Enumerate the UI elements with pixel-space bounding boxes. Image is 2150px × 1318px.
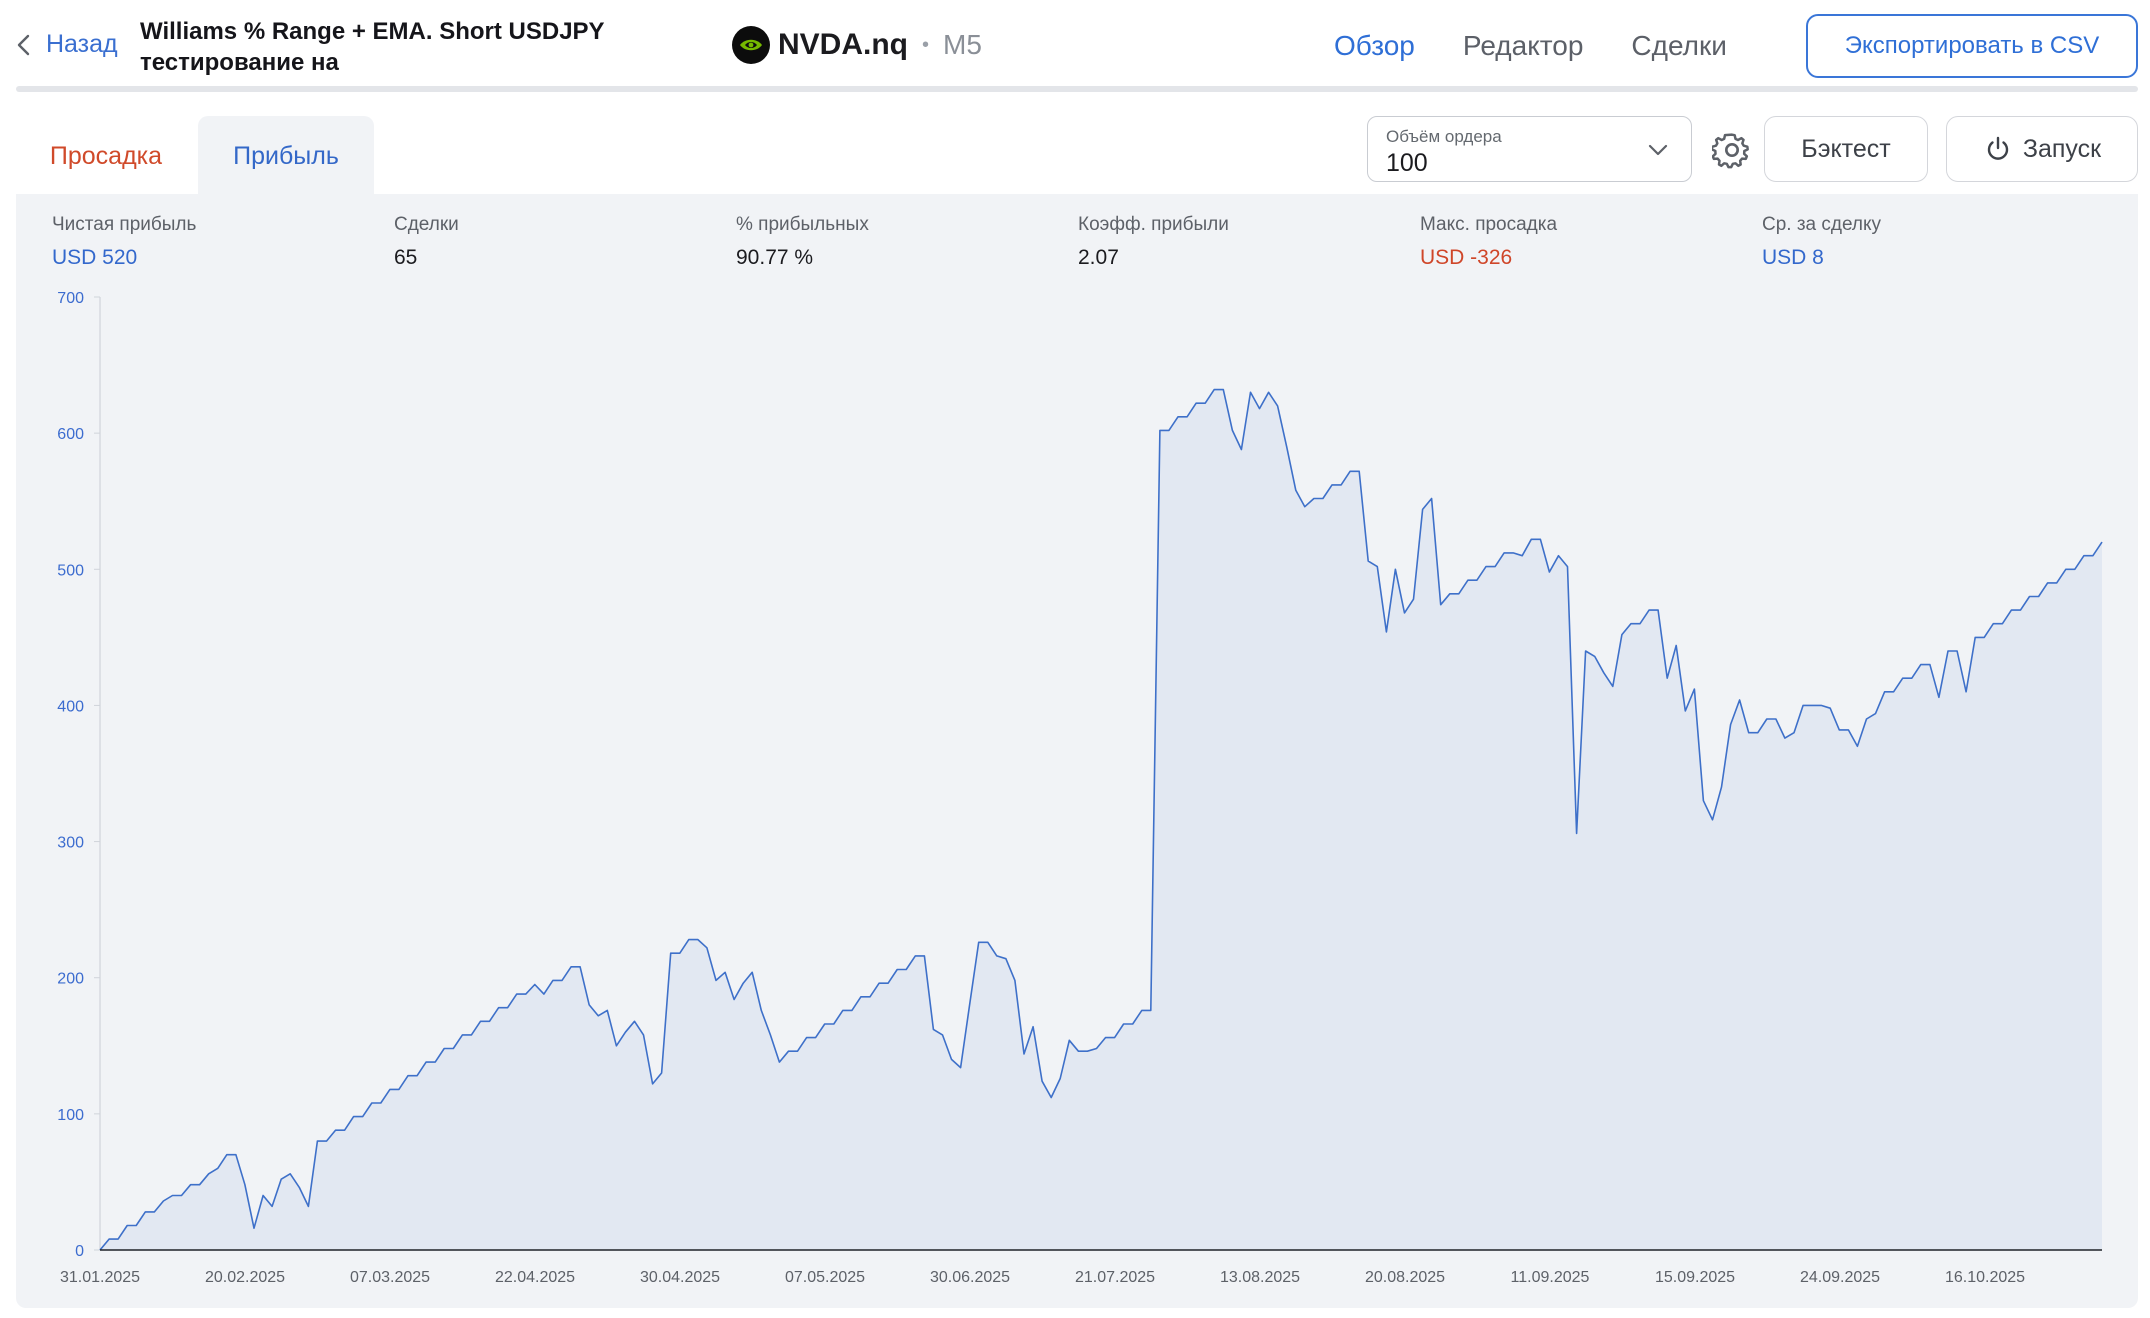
strategy-title: Williams % Range + EMA. Short USDJPY тес… xyxy=(140,18,605,76)
stat-label: Сделки xyxy=(394,214,459,235)
order-volume-label: Объём ордера xyxy=(1386,127,1502,146)
stat-profit-factor: Коэфф. прибыли 2.07 xyxy=(1078,214,1229,270)
profit-line xyxy=(99,388,2103,1251)
order-volume-value: 100 xyxy=(1386,149,1428,177)
x-tick-label: 20.02.2025 xyxy=(205,1269,285,1286)
stat-value: 90.77 % xyxy=(736,246,814,269)
stat-win-rate: % прибыльных 90.77 % xyxy=(736,214,869,270)
instrument-badge: NVDA.nq • M5 xyxy=(732,26,982,64)
stat-label: Макс. просадка xyxy=(1420,214,1558,235)
y-tick-label: 100 xyxy=(57,1107,84,1124)
back-button[interactable]: Назад xyxy=(14,30,118,59)
stat-value: USD -326 xyxy=(1420,246,1513,269)
backtest-button[interactable]: Бэктест xyxy=(1764,116,1928,182)
gear-icon[interactable] xyxy=(1712,130,1752,170)
x-tick-label: 21.07.2025 xyxy=(1075,1269,1155,1286)
x-tick-label: 30.04.2025 xyxy=(640,1269,720,1286)
tab-editor[interactable]: Редактор xyxy=(1462,30,1584,61)
stat-value: USD 8 xyxy=(1762,246,1824,269)
x-tick-label: 22.04.2025 xyxy=(495,1269,575,1286)
stat-value: 2.07 xyxy=(1078,246,1119,269)
nvidia-logo-icon xyxy=(732,26,770,64)
run-button[interactable]: Запуск xyxy=(1946,116,2138,182)
x-tick-label: 13.08.2025 xyxy=(1220,1269,1300,1286)
power-icon xyxy=(1987,136,2009,160)
symbol-name: NVDA.nq xyxy=(778,28,908,61)
x-tick-label: 24.09.2025 xyxy=(1800,1269,1880,1286)
y-tick-label: 0 xyxy=(75,1243,84,1260)
export-csv-button[interactable]: Экспортировать в CSV xyxy=(1806,14,2138,78)
separator-dot: • xyxy=(922,33,930,56)
stat-label: Чистая прибыль xyxy=(52,214,197,235)
stat-label: Коэфф. прибыли xyxy=(1078,214,1229,235)
stat-trades: Сделки 65 xyxy=(394,214,459,270)
x-tick-label: 07.05.2025 xyxy=(785,1269,865,1286)
stat-value: USD 520 xyxy=(52,246,138,269)
y-tick-label: 200 xyxy=(57,971,84,988)
stat-max-drawdown: Макс. просадка USD -326 xyxy=(1420,214,1557,270)
tab-drawdown[interactable]: Просадка xyxy=(49,141,163,170)
chevron-left-icon xyxy=(17,34,30,55)
x-tick-label: 15.09.2025 xyxy=(1655,1269,1735,1286)
timeframe-label: M5 xyxy=(943,29,982,60)
stat-label: Ср. за сделку xyxy=(1762,214,1882,235)
x-tick-label: 11.09.2025 xyxy=(1511,1269,1590,1286)
y-tick-label: 400 xyxy=(57,698,84,715)
y-tick-label: 700 xyxy=(57,290,84,307)
x-tick-label: 16.10.2025 xyxy=(1945,1269,2025,1286)
x-tick-label: 30.06.2025 xyxy=(930,1269,1010,1286)
app-header: Назад Williams % Range + EMA. Short USDJ… xyxy=(0,0,2150,92)
y-tick-label: 500 xyxy=(57,562,84,579)
stat-net-profit: Чистая прибыль USD 520 xyxy=(52,214,196,270)
y-tick-label: 600 xyxy=(57,426,84,443)
tab-profit[interactable]: Прибыль xyxy=(198,116,374,196)
run-label: Запуск xyxy=(2022,134,2102,163)
stat-avg-trade: Ср. за сделку USD 8 xyxy=(1762,214,1881,270)
header-divider xyxy=(16,86,2138,92)
chevron-down-icon xyxy=(1648,144,1668,156)
x-tick-label: 20.08.2025 xyxy=(1365,1269,1445,1286)
stat-value: 65 xyxy=(394,246,418,269)
tab-trades[interactable]: Сделки xyxy=(1631,30,1727,61)
profit-area xyxy=(100,389,2102,1251)
x-tick-label: 31.01.2025 xyxy=(60,1269,140,1286)
y-tick-label: 300 xyxy=(57,835,84,852)
order-volume-select[interactable]: Объём ордера 100 xyxy=(1367,116,1692,182)
stat-label: % прибыльных xyxy=(736,214,869,235)
back-label: Назад xyxy=(46,30,118,58)
x-tick-label: 07.03.2025 xyxy=(350,1269,430,1286)
